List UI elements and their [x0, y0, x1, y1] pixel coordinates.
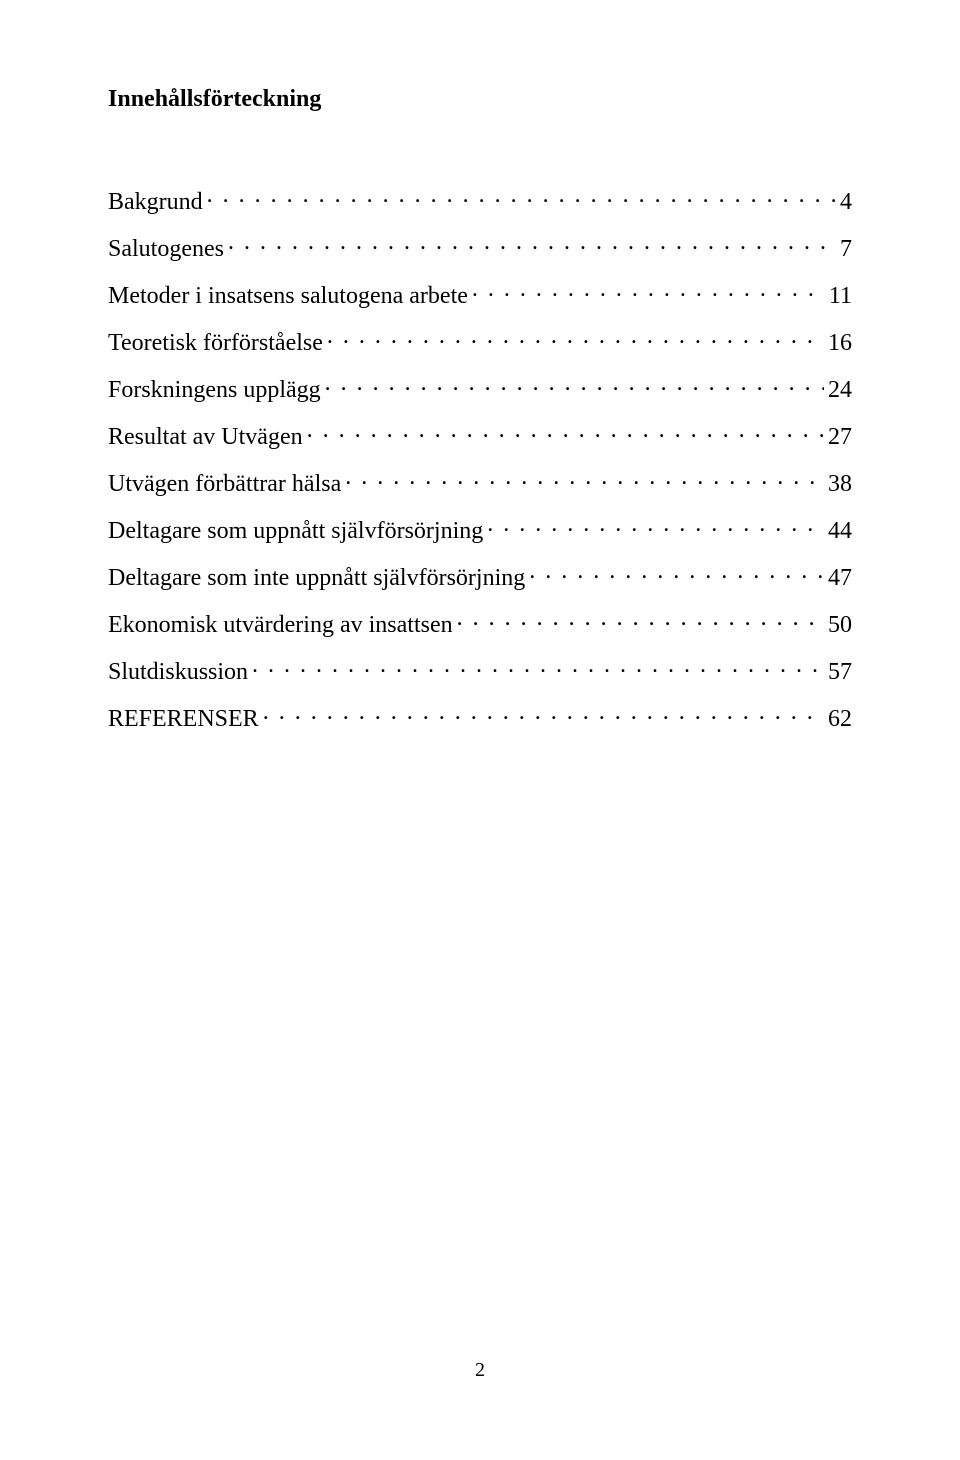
toc-leader-dots [487, 514, 824, 538]
toc-entry-label: Resultat av Utvägen [108, 424, 303, 451]
toc-leader-dots [325, 373, 824, 397]
toc-leader-dots [457, 608, 824, 632]
toc-entry-page: 62 [828, 706, 852, 733]
toc-leader-dots [263, 702, 824, 726]
toc-leader-dots [345, 467, 824, 491]
toc-entry: Deltagare som inte uppnått självförsörjn… [108, 561, 852, 592]
toc-entry-page: 44 [828, 518, 852, 545]
toc-entry-label: Deltagare som uppnått självförsörjning [108, 518, 483, 545]
toc-entry: REFERENSER 62 [108, 702, 852, 733]
toc-entry-label: REFERENSER [108, 706, 259, 733]
toc-leader-dots [529, 561, 824, 585]
toc-entry-label: Bakgrund [108, 189, 203, 216]
toc-entry: Teoretisk förförståelse 16 [108, 326, 852, 357]
toc-entry: Bakgrund 4 [108, 185, 852, 216]
toc-entry-label: Utvägen förbättrar hälsa [108, 471, 341, 498]
toc-entry-page: 47 [828, 565, 852, 592]
page-title: Innehållsförteckning [108, 86, 852, 113]
toc-entry: Slutdiskussion 57 [108, 655, 852, 686]
toc-entry-label: Teoretisk förförståelse [108, 330, 323, 357]
toc-leader-dots [472, 279, 825, 303]
toc-entry-label: Slutdiskussion [108, 659, 248, 686]
toc-leader-dots [252, 655, 824, 679]
toc-entry: Forskningens upplägg 24 [108, 373, 852, 404]
toc-entry: Utvägen förbättrar hälsa 38 [108, 467, 852, 498]
toc-leader-dots [228, 232, 836, 256]
toc-entry: Metoder i insatsens salutogena arbete 11 [108, 279, 852, 310]
toc-entry: Ekonomisk utvärdering av insattsen 50 [108, 608, 852, 639]
toc-leader-dots [207, 185, 836, 209]
toc-entry-label: Ekonomisk utvärdering av insattsen [108, 612, 453, 639]
document-page: Innehållsförteckning Bakgrund 4 Salutogene… [0, 0, 960, 1460]
toc-entry: Resultat av Utvägen 27 [108, 420, 852, 451]
toc-entry: Deltagare som uppnått självförsörjning 44 [108, 514, 852, 545]
toc-entry-page: 11 [829, 283, 852, 310]
toc-entry-page: 7 [840, 236, 852, 263]
toc-entry-page: 4 [840, 189, 852, 216]
toc-leader-dots [307, 420, 824, 444]
toc-leader-dots [327, 326, 824, 350]
toc-entry-page: 38 [828, 471, 852, 498]
toc-entry-label: Salutogenes [108, 236, 224, 263]
toc-entry-label: Forskningens upplägg [108, 377, 321, 404]
page-number: 2 [0, 1359, 960, 1382]
toc-entry-page: 16 [828, 330, 852, 357]
toc-entry: Salutogenes 7 [108, 232, 852, 263]
toc-entry-label: Metoder i insatsens salutogena arbete [108, 283, 468, 310]
toc-entry-label: Deltagare som inte uppnått självförsörjn… [108, 565, 525, 592]
table-of-contents: Bakgrund 4 Salutogenes 7 Metoder i insatsens… [108, 185, 852, 733]
toc-entry-page: 57 [828, 659, 852, 686]
toc-entry-page: 50 [828, 612, 852, 639]
toc-entry-page: 27 [828, 424, 852, 451]
toc-entry-page: 24 [828, 377, 852, 404]
